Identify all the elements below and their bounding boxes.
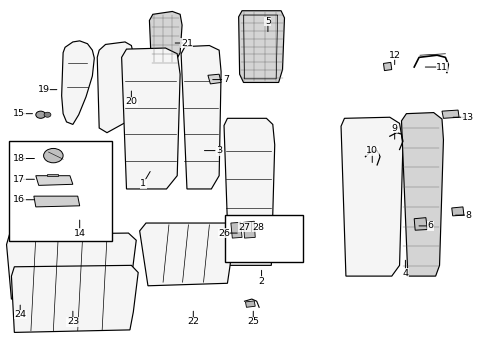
Polygon shape <box>238 11 284 82</box>
Bar <box>9 140 112 241</box>
Circle shape <box>44 112 51 117</box>
Polygon shape <box>36 176 73 185</box>
Text: 4: 4 <box>402 269 407 278</box>
Text: 10: 10 <box>366 146 378 155</box>
Text: 1: 1 <box>140 179 146 188</box>
Text: 14: 14 <box>74 229 85 238</box>
Polygon shape <box>224 118 274 265</box>
Polygon shape <box>34 196 80 207</box>
Polygon shape <box>245 301 255 307</box>
Text: 25: 25 <box>247 317 259 326</box>
Polygon shape <box>140 223 234 286</box>
Text: 17: 17 <box>13 175 25 184</box>
Text: 16: 16 <box>13 195 25 204</box>
Text: 21: 21 <box>181 39 193 48</box>
Polygon shape <box>340 117 402 276</box>
Polygon shape <box>243 221 255 238</box>
Text: 22: 22 <box>187 317 199 326</box>
Polygon shape <box>122 48 180 189</box>
Text: 7: 7 <box>223 75 228 84</box>
Polygon shape <box>97 42 133 133</box>
Polygon shape <box>413 218 427 230</box>
Bar <box>224 215 303 262</box>
Text: 5: 5 <box>264 17 270 26</box>
Polygon shape <box>383 62 391 71</box>
Text: 27: 27 <box>238 223 250 232</box>
Text: 28: 28 <box>252 223 264 232</box>
Text: 6: 6 <box>427 221 433 230</box>
Circle shape <box>43 148 63 163</box>
Text: 9: 9 <box>391 123 397 132</box>
Polygon shape <box>451 207 463 216</box>
Text: 23: 23 <box>67 317 79 326</box>
Polygon shape <box>47 174 58 176</box>
Polygon shape <box>61 41 94 125</box>
Polygon shape <box>401 113 443 276</box>
Text: 15: 15 <box>13 109 25 118</box>
Text: 12: 12 <box>388 51 400 60</box>
Text: 2: 2 <box>258 276 264 285</box>
Text: 26: 26 <box>218 229 229 238</box>
Text: 18: 18 <box>13 154 25 163</box>
Polygon shape <box>6 233 136 299</box>
Polygon shape <box>181 45 221 189</box>
Polygon shape <box>11 265 138 332</box>
Text: 20: 20 <box>125 97 137 106</box>
Text: 13: 13 <box>461 113 473 122</box>
Polygon shape <box>230 222 242 238</box>
Text: 3: 3 <box>216 146 222 155</box>
Polygon shape <box>441 110 458 118</box>
Text: 24: 24 <box>14 310 26 319</box>
Text: 19: 19 <box>38 85 49 94</box>
Text: 8: 8 <box>465 211 471 220</box>
Text: 11: 11 <box>435 63 447 72</box>
Polygon shape <box>207 74 221 84</box>
Circle shape <box>36 111 45 118</box>
Polygon shape <box>149 12 182 64</box>
